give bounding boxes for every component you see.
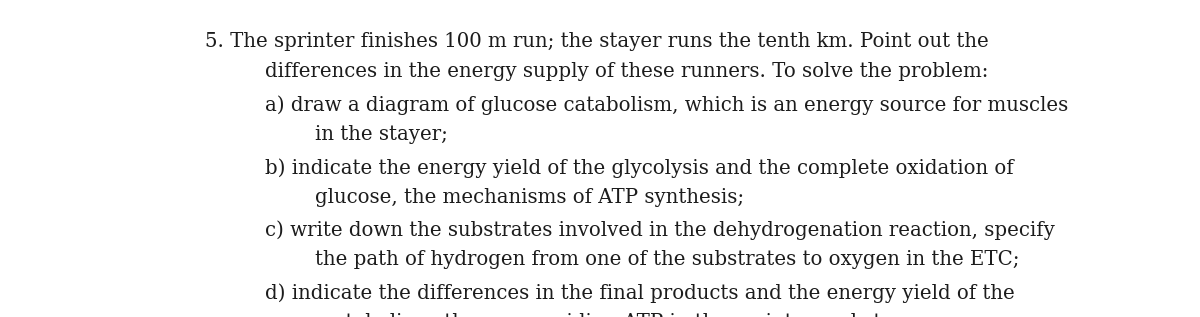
Text: in the stayer;: in the stayer; bbox=[314, 125, 448, 144]
Text: glucose, the mechanisms of ATP synthesis;: glucose, the mechanisms of ATP synthesis… bbox=[314, 188, 744, 207]
Text: b) indicate the energy yield of the glycolysis and the complete oxidation of: b) indicate the energy yield of the glyc… bbox=[265, 158, 1014, 178]
Text: c) write down the substrates involved in the dehydrogenation reaction, specify: c) write down the substrates involved in… bbox=[265, 220, 1055, 240]
Text: 5. The sprinter finishes 100 m run; the stayer runs the tenth km. Point out the: 5. The sprinter finishes 100 m run; the … bbox=[205, 32, 989, 51]
Text: metabolic pathways providing ATP in the sprinter and stayer.: metabolic pathways providing ATP in the … bbox=[314, 313, 930, 317]
Text: differences in the energy supply of these runners. To solve the problem:: differences in the energy supply of thes… bbox=[265, 62, 989, 81]
Text: d) indicate the differences in the final products and the energy yield of the: d) indicate the differences in the final… bbox=[265, 283, 1015, 303]
Text: the path of hydrogen from one of the substrates to oxygen in the ETC;: the path of hydrogen from one of the sub… bbox=[314, 250, 1020, 269]
Text: a) draw a diagram of glucose catabolism, which is an energy source for muscles: a) draw a diagram of glucose catabolism,… bbox=[265, 95, 1068, 115]
